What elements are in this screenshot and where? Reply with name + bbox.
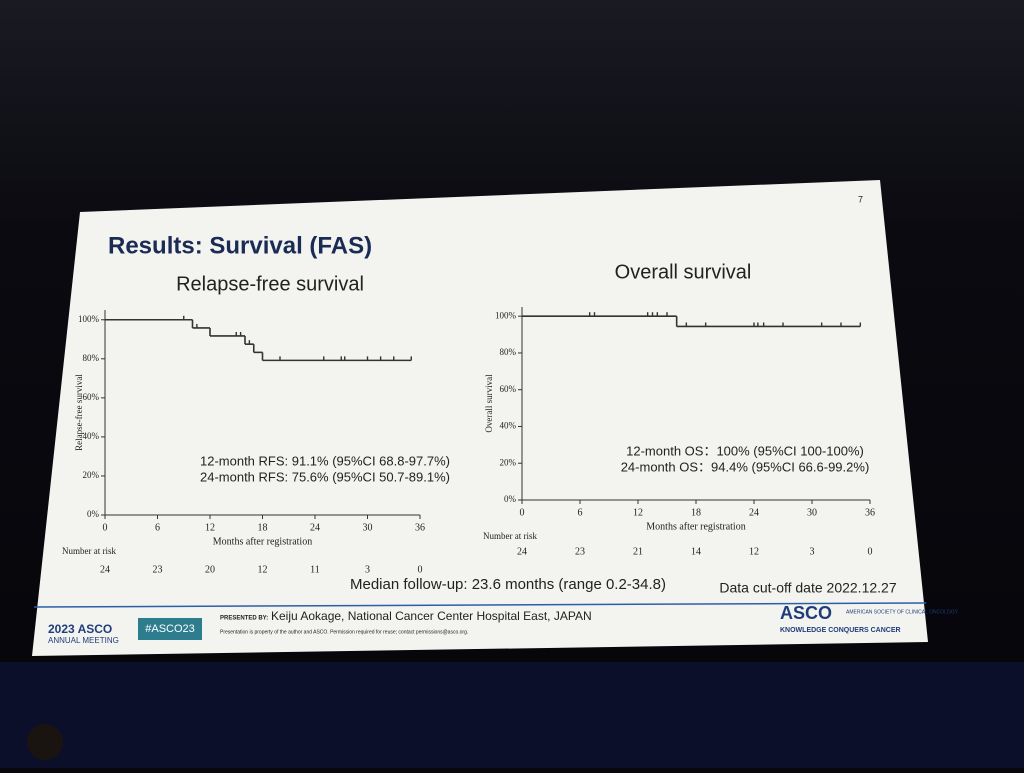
annotation: 24-month OS：94.4% (95%CI 66.6-99.2%) [621, 459, 870, 474]
hashtag-box [138, 618, 202, 640]
risk-count: 12 [258, 564, 268, 575]
disclaimer: Presentation is property of the author a… [220, 629, 468, 635]
presenter: Keiju Aokage, National Cancer Center Hos… [271, 609, 592, 623]
x-tick-label: 6 [578, 507, 583, 518]
y-tick-label: 40% [500, 421, 517, 431]
presenter-silhouette [27, 724, 63, 760]
risk-label: Number at risk [483, 531, 537, 541]
y-tick-label: 0% [87, 509, 100, 519]
y-tick-label: 20% [83, 470, 100, 480]
risk-count: 24 [517, 546, 527, 557]
y-tick-label: 60% [83, 392, 100, 402]
y-tick-label: 80% [83, 353, 100, 363]
meeting-name: ANNUAL MEETING [48, 636, 119, 645]
risk-label: Number at risk [62, 546, 116, 556]
annotation: 12-month OS：100% (95%CI 100-100%) [626, 443, 864, 458]
risk-count: 14 [691, 546, 701, 557]
risk-count: 21 [633, 546, 643, 557]
asco-logo: ASCO [780, 603, 832, 623]
x-tick-label: 24 [749, 507, 759, 518]
y-axis-label: Overall survival [484, 374, 494, 433]
x-tick-label: 12 [633, 507, 643, 518]
y-axis-label: Relapse-free survival [74, 374, 84, 451]
x-tick-label: 24 [310, 522, 320, 533]
risk-count: 0 [868, 546, 873, 557]
slide [32, 180, 928, 656]
y-tick-label: 80% [500, 347, 517, 357]
y-tick-label: 100% [495, 310, 517, 320]
risk-count: 12 [749, 546, 759, 557]
risk-count: 11 [310, 564, 320, 575]
risk-count: 23 [153, 564, 163, 575]
y-tick-label: 100% [78, 314, 100, 324]
annotation: 24-month RFS: 75.6% (95%CI 50.7-89.1%) [200, 469, 450, 484]
y-tick-label: 20% [500, 457, 517, 467]
data-cutoff: Data cut-off date 2022.12.27 [719, 580, 896, 596]
median-followup: Median follow-up: 23.6 months (range 0.2… [350, 576, 666, 593]
x-tick-label: 0 [520, 507, 525, 518]
x-tick-label: 36 [865, 507, 875, 518]
chart-title: Relapse-free survival [176, 273, 364, 295]
footer-rule [33, 602, 927, 608]
y-tick-label: 0% [504, 494, 517, 504]
society-name: AMERICAN SOCIETY OF CLINICAL ONCOLOGY [846, 609, 959, 615]
risk-count: 0 [418, 564, 423, 575]
risk-count: 20 [205, 564, 215, 575]
risk-count: 24 [100, 564, 110, 575]
y-tick-label: 60% [500, 384, 517, 394]
risk-count: 23 [575, 546, 585, 557]
y-tick-label: 40% [83, 431, 100, 441]
x-tick-label: 12 [205, 522, 215, 533]
chart-title: Overall survival [615, 261, 752, 283]
x-tick-label: 36 [415, 522, 425, 533]
stage-curtain [0, 662, 1024, 768]
tagline: KNOWLEDGE CONQUERS CANCER [780, 627, 901, 634]
meeting-year: 2023 ASCO [48, 622, 112, 636]
x-tick-label: 18 [691, 507, 701, 518]
x-tick-label: 6 [155, 522, 160, 533]
risk-count: 3 [365, 564, 370, 575]
risk-count: 3 [810, 546, 815, 557]
x-tick-label: 30 [363, 522, 373, 533]
page-number: 7 [858, 194, 863, 204]
slide-title: Results: Survival (FAS) [108, 232, 372, 259]
x-tick-label: 18 [258, 522, 268, 533]
charts: Relapse-free survival0%20%40%60%80%100%0… [62, 261, 875, 575]
presented-by: PRESENTED BY: [220, 616, 268, 622]
x-tick-label: 0 [103, 522, 108, 533]
hashtag: #ASCO23 [145, 623, 195, 635]
annotation: 12-month RFS: 91.1% (95%CI 68.8-97.7%) [200, 453, 450, 468]
x-axis-label: Months after registration [646, 521, 745, 532]
x-tick-label: 30 [807, 507, 817, 518]
x-axis-label: Months after registration [213, 536, 312, 547]
